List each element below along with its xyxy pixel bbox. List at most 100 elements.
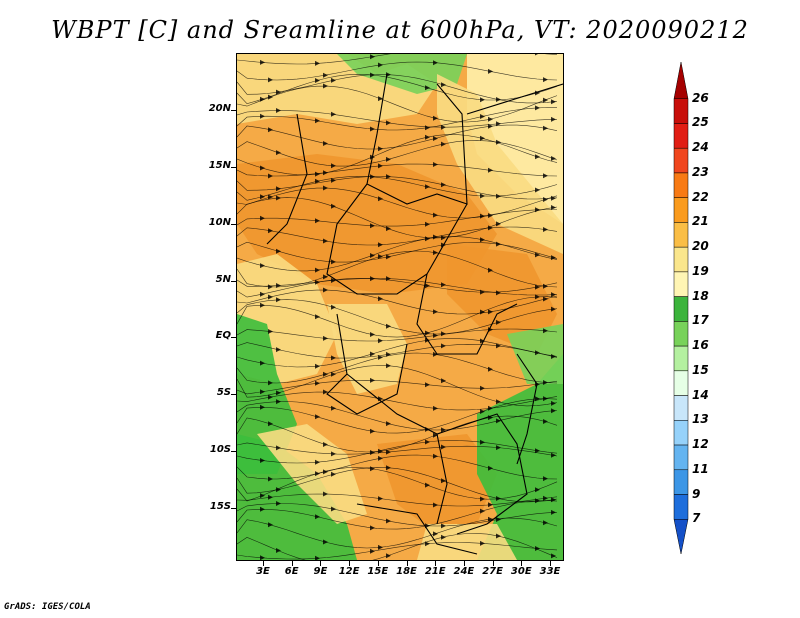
flow-arrow [315, 514, 320, 520]
flow-arrow [488, 167, 493, 173]
latitude-tick [231, 337, 236, 338]
flow-arrow [535, 487, 540, 493]
flow-arrow [551, 205, 556, 210]
flow-arrow [551, 306, 556, 312]
flow-arrow [425, 541, 430, 547]
color-bar [673, 62, 689, 555]
flow-arrow [488, 267, 493, 273]
flow-arrow [488, 116, 493, 122]
flow-arrow [323, 141, 328, 146]
flow-arrow [268, 94, 273, 100]
flow-arrow [331, 451, 336, 457]
color-bar-label: 25 [692, 115, 709, 130]
color-bar-label: 23 [692, 164, 709, 179]
flow-arrow [425, 382, 430, 388]
color-bar-label: 15 [692, 362, 709, 377]
flow-arrow [441, 282, 446, 288]
flow-arrow [323, 238, 328, 244]
latitude-label: EQ [215, 330, 231, 341]
flow-arrow [543, 328, 548, 334]
flow-arrow [331, 405, 336, 411]
flow-arrow [268, 127, 273, 133]
streamline [237, 365, 558, 407]
flow-arrow [386, 156, 391, 162]
flow-arrow [433, 212, 438, 218]
flow-arrow [488, 465, 493, 471]
flow-arrow [425, 283, 430, 289]
flow-arrow [386, 421, 391, 427]
flow-arrow [551, 156, 556, 161]
flow-arrow [315, 218, 320, 224]
flow-arrow [331, 278, 336, 283]
flow-arrow [543, 380, 548, 385]
streamline [237, 209, 557, 227]
longitude-label: 33E [539, 566, 561, 577]
streamline [237, 134, 558, 176]
flow-arrow [551, 292, 556, 298]
streamline [237, 440, 558, 464]
longitude-label: 18E [396, 566, 417, 577]
flow-arrow [370, 377, 375, 383]
flow-arrow [268, 494, 273, 500]
flow-arrow [378, 146, 383, 152]
flow-arrow [535, 252, 540, 258]
flow-arrow [268, 294, 273, 300]
region-yellow-southeast [417, 524, 517, 560]
flow-arrow [496, 121, 501, 127]
country-border [416, 273, 518, 355]
flow-arrow [260, 165, 265, 171]
streamline [237, 454, 558, 480]
color-bar-label: 22 [692, 189, 709, 204]
color-bar-segment [673, 147, 689, 174]
flow-arrow [488, 123, 493, 129]
flow-arrow [378, 496, 383, 502]
weather-map [237, 54, 563, 560]
color-bar-label: 20 [692, 239, 709, 254]
longitude-tick [291, 561, 293, 566]
flow-arrow [315, 414, 320, 420]
flow-arrow [425, 221, 430, 227]
latitude-label: 15S [209, 501, 231, 512]
flow-arrow [378, 455, 383, 461]
longitude-tick [320, 561, 322, 566]
flow-arrow [543, 125, 548, 131]
streamline [237, 379, 558, 395]
flow-arrow [315, 314, 320, 320]
color-bar-segment [673, 123, 689, 149]
color-bar-segment [673, 420, 689, 446]
flow-arrow [260, 194, 265, 200]
flow-arrow [315, 555, 320, 560]
longitude-tick [550, 561, 551, 566]
flow-arrow [378, 254, 383, 259]
flow-arrow [425, 482, 430, 488]
flow-arrow [425, 330, 430, 336]
streamline [237, 467, 558, 502]
longitude-tick [463, 561, 465, 566]
flow-arrow [496, 97, 501, 102]
flow-arrow [480, 385, 485, 391]
flow-arrow [260, 506, 265, 512]
flow-arrow [378, 544, 383, 550]
flow-arrow [323, 491, 328, 497]
color-bar-segment [673, 444, 689, 471]
flow-arrow [480, 309, 485, 315]
longitude-tick [435, 561, 437, 566]
flow-arrow [551, 99, 556, 105]
flow-arrow [260, 291, 265, 297]
longitude-tick [406, 561, 408, 566]
streamline [237, 250, 558, 288]
flow-arrow [323, 274, 328, 280]
flow-arrow [433, 333, 438, 338]
flow-arrow [535, 350, 540, 356]
flow-arrow [496, 139, 501, 145]
flow-arrow [433, 531, 438, 537]
region-orange-dark-sahel [237, 154, 497, 294]
color-bar-segment [673, 345, 689, 372]
flow-arrow [268, 77, 273, 83]
color-bar-label: 17 [692, 313, 709, 328]
flow-arrow [276, 399, 281, 405]
region-orange-dark-east [447, 244, 557, 354]
latitude-label: 5N [215, 274, 231, 285]
flow-arrow [551, 553, 556, 559]
flow-arrow [370, 54, 375, 60]
